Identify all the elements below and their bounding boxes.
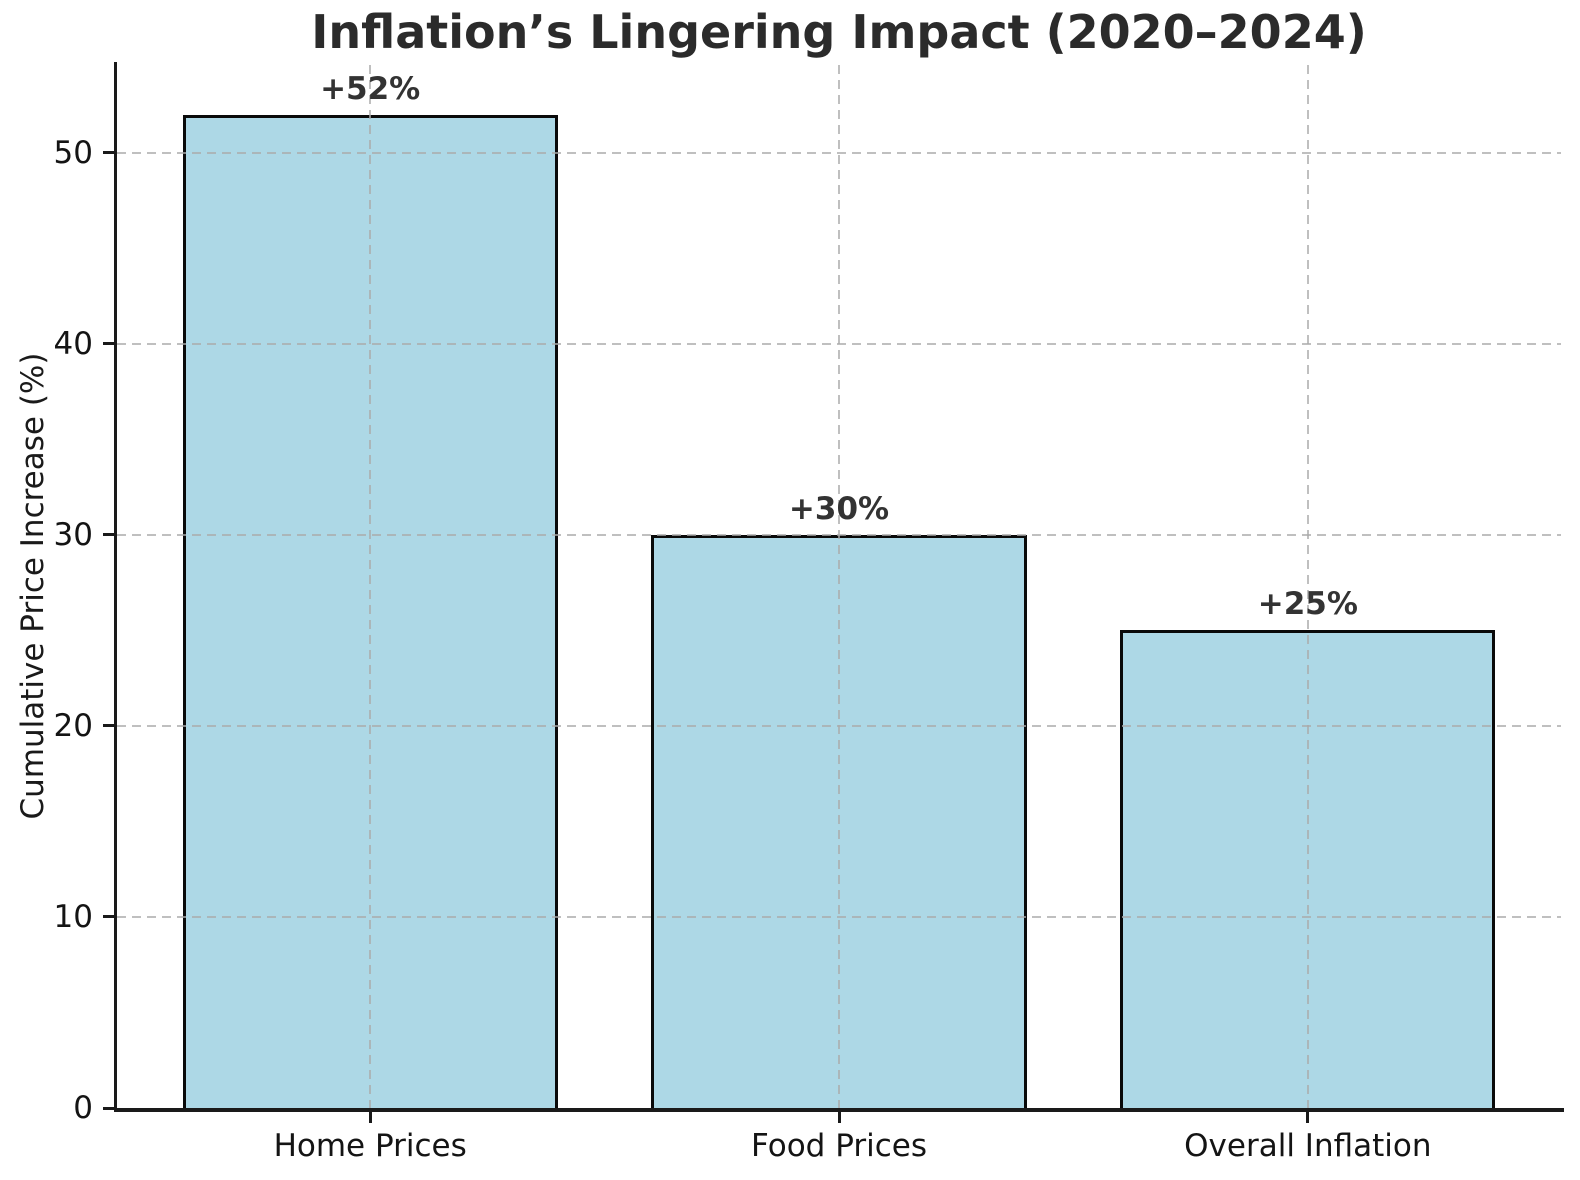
y-tick-mark <box>103 151 114 155</box>
y-axis-spine <box>114 62 117 1112</box>
x-axis-spine <box>114 1108 1564 1112</box>
bar-value-label-home-prices: +52% <box>320 70 421 107</box>
y-axis-label: Cumulative Price Increase (%) <box>15 352 51 820</box>
gridline-x-overall-inflation <box>1306 65 1309 1108</box>
chart-title: Inflation’s Lingering Impact (2020–2024) <box>311 5 1367 59</box>
y-tick-label: 0 <box>73 1090 93 1126</box>
gridline-x-food-prices <box>838 65 840 1108</box>
x-tick-label-food-prices: Food Prices <box>751 1128 927 1164</box>
y-tick-label: 30 <box>53 516 93 553</box>
x-tick-mark <box>1306 1112 1310 1123</box>
y-tick-mark <box>103 915 114 919</box>
x-tick-label-overall-inflation: Overall Inflation <box>1184 1128 1432 1164</box>
y-tick-label: 40 <box>53 325 93 362</box>
y-tick-label: 20 <box>53 707 93 744</box>
bar-value-label-food-prices: +30% <box>788 490 890 527</box>
x-tick-mark <box>368 1112 372 1123</box>
y-tick-mark <box>103 1106 114 1110</box>
y-tick-mark <box>103 724 114 728</box>
y-tick-label: 10 <box>53 898 93 935</box>
x-tick-mark <box>837 1112 841 1123</box>
y-tick-mark <box>103 342 114 346</box>
y-tick-mark <box>103 533 114 537</box>
gridline-x-home-prices <box>369 65 372 1108</box>
bar-value-label-overall-inflation: +25% <box>1257 586 1358 623</box>
plot-area: 0 10 20 30 40 50 +52% Home Prices +30% Food Price… <box>54 65 1561 1164</box>
y-tick-label: 50 <box>53 134 93 171</box>
x-tick-label-home-prices: Home Prices <box>273 1128 467 1164</box>
